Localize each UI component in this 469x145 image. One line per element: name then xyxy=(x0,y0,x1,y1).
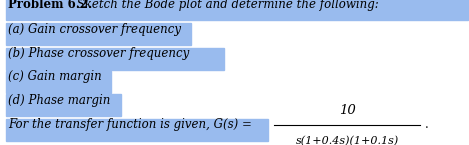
Text: (b) Phase crossover frequency: (b) Phase crossover frequency xyxy=(8,47,189,60)
Text: .: . xyxy=(424,118,428,131)
Bar xyxy=(6,71,111,93)
Text: Sketch the Bode plot and determine the following:: Sketch the Bode plot and determine the f… xyxy=(73,0,378,11)
Text: (a) Gain crossover frequency: (a) Gain crossover frequency xyxy=(8,22,181,36)
Text: For the transfer function is given, G(s) =: For the transfer function is given, G(s)… xyxy=(8,118,252,131)
Bar xyxy=(6,48,224,70)
Text: (d) Phase margin: (d) Phase margin xyxy=(8,94,110,107)
Bar xyxy=(6,94,121,116)
Text: Problem 6.2.: Problem 6.2. xyxy=(8,0,92,11)
Bar xyxy=(6,0,468,20)
Text: s(1+0.4s)(1+0.1s): s(1+0.4s)(1+0.1s) xyxy=(295,136,399,145)
Text: (c) Gain margin: (c) Gain margin xyxy=(8,70,102,83)
Bar xyxy=(6,23,191,45)
Bar xyxy=(6,119,268,141)
Text: 10: 10 xyxy=(339,104,356,117)
